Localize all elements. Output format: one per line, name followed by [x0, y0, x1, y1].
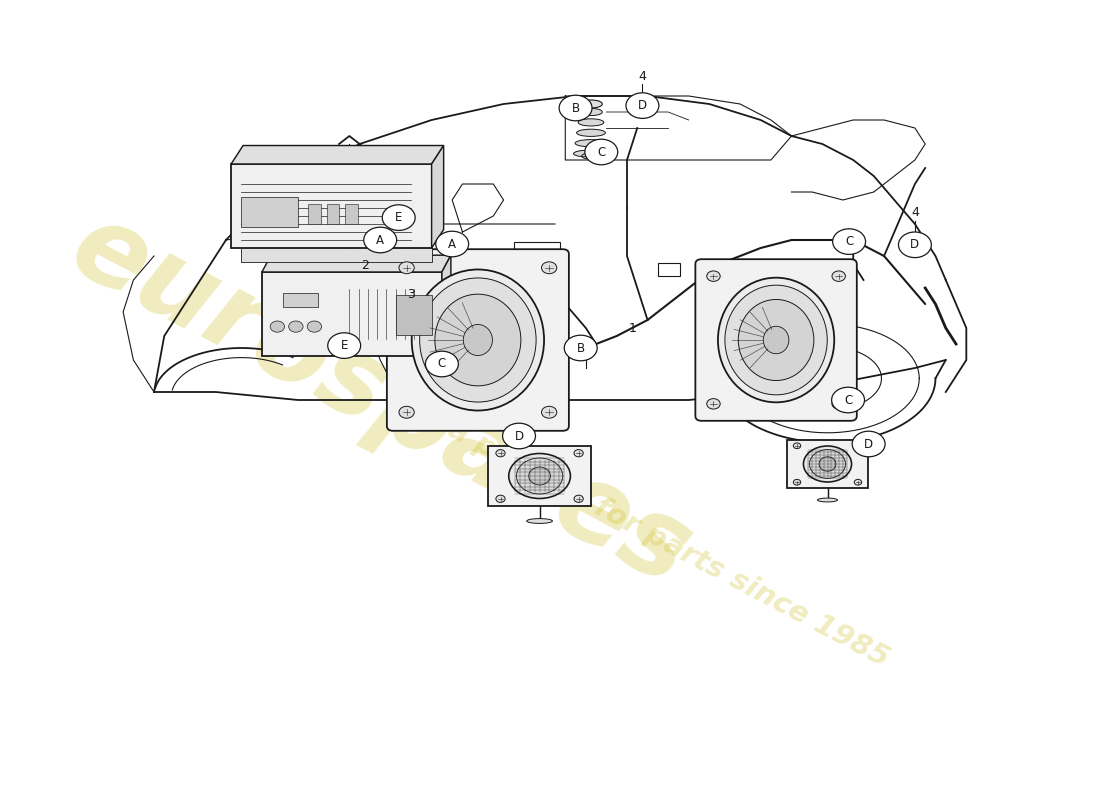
Bar	[283, 293, 319, 307]
Circle shape	[832, 271, 846, 282]
Circle shape	[585, 139, 618, 165]
Text: C: C	[844, 394, 852, 406]
Circle shape	[541, 262, 557, 274]
Bar	[241, 248, 431, 262]
Ellipse shape	[817, 498, 837, 502]
Ellipse shape	[575, 139, 607, 147]
Circle shape	[707, 398, 721, 409]
Circle shape	[399, 262, 415, 274]
Ellipse shape	[516, 458, 563, 494]
Circle shape	[399, 406, 415, 418]
Text: 4: 4	[638, 70, 647, 82]
Circle shape	[328, 333, 361, 358]
Text: 4: 4	[911, 206, 918, 218]
Bar	[231, 164, 431, 248]
Ellipse shape	[820, 457, 836, 471]
Text: 1: 1	[628, 322, 636, 334]
Circle shape	[496, 450, 505, 457]
FancyBboxPatch shape	[387, 250, 569, 430]
Bar	[345, 205, 358, 225]
Text: C: C	[438, 358, 446, 370]
Circle shape	[426, 351, 459, 377]
Circle shape	[559, 95, 592, 121]
Ellipse shape	[434, 294, 521, 386]
Text: D: D	[865, 438, 873, 450]
Text: 3: 3	[407, 288, 415, 301]
Ellipse shape	[463, 325, 493, 355]
Ellipse shape	[725, 285, 827, 395]
Text: 2: 2	[361, 259, 368, 272]
Text: A: A	[448, 238, 456, 250]
Ellipse shape	[810, 450, 846, 478]
Circle shape	[564, 335, 597, 361]
Circle shape	[288, 321, 304, 332]
Circle shape	[855, 479, 861, 485]
Polygon shape	[262, 255, 451, 272]
Ellipse shape	[576, 130, 605, 137]
Ellipse shape	[580, 100, 603, 108]
Bar	[327, 205, 339, 225]
Bar	[514, 242, 560, 252]
Ellipse shape	[803, 446, 851, 482]
Circle shape	[436, 231, 469, 257]
Circle shape	[793, 443, 801, 449]
Text: D: D	[515, 430, 524, 442]
Circle shape	[503, 423, 536, 449]
Polygon shape	[431, 146, 443, 248]
Circle shape	[383, 205, 415, 230]
Bar	[262, 272, 442, 356]
Circle shape	[271, 321, 285, 332]
Bar	[308, 205, 320, 225]
Ellipse shape	[579, 118, 604, 126]
Ellipse shape	[508, 454, 571, 498]
Bar	[396, 295, 431, 335]
Text: C: C	[845, 235, 854, 248]
Circle shape	[574, 450, 583, 457]
Text: a passion for parts since 1985: a passion for parts since 1985	[443, 415, 893, 673]
Ellipse shape	[718, 278, 834, 402]
Circle shape	[832, 387, 865, 413]
Text: E: E	[395, 211, 403, 224]
Ellipse shape	[582, 153, 601, 159]
Text: B: B	[572, 102, 580, 114]
Circle shape	[832, 398, 846, 409]
Ellipse shape	[738, 299, 814, 381]
Ellipse shape	[763, 326, 789, 354]
FancyBboxPatch shape	[695, 259, 857, 421]
Ellipse shape	[527, 518, 552, 523]
FancyBboxPatch shape	[788, 440, 868, 488]
Circle shape	[855, 443, 861, 449]
Ellipse shape	[573, 150, 608, 157]
Circle shape	[833, 229, 866, 254]
Circle shape	[541, 406, 557, 418]
Circle shape	[626, 93, 659, 118]
Circle shape	[707, 271, 721, 282]
Text: B: B	[576, 342, 585, 354]
Circle shape	[899, 232, 932, 258]
Ellipse shape	[420, 278, 536, 402]
Text: eurospares: eurospares	[53, 192, 707, 608]
Ellipse shape	[411, 270, 544, 410]
Circle shape	[574, 495, 583, 502]
Ellipse shape	[529, 467, 550, 485]
Circle shape	[307, 321, 321, 332]
Polygon shape	[231, 146, 443, 164]
Bar	[658, 263, 681, 276]
Circle shape	[793, 479, 801, 485]
Text: E: E	[341, 339, 348, 352]
Text: D: D	[638, 99, 647, 112]
Circle shape	[496, 495, 505, 502]
Circle shape	[364, 227, 397, 253]
Ellipse shape	[580, 108, 603, 115]
Text: A: A	[376, 234, 384, 246]
Circle shape	[852, 431, 886, 457]
Text: C: C	[597, 146, 605, 158]
Bar	[241, 197, 298, 227]
Text: D: D	[911, 238, 920, 251]
Polygon shape	[442, 255, 451, 356]
FancyBboxPatch shape	[488, 446, 591, 506]
